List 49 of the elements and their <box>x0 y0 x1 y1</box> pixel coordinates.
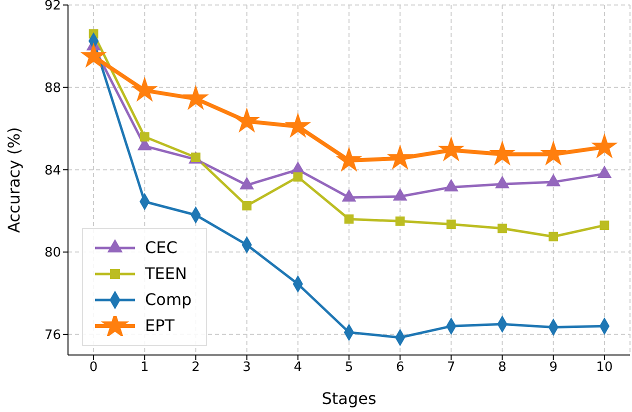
point <box>438 137 464 161</box>
legend-label: Comp <box>145 289 192 311</box>
y-tick-label: 84 <box>44 163 61 178</box>
point <box>336 148 362 171</box>
point <box>393 188 407 201</box>
y-tick-label: 80 <box>44 246 61 261</box>
x-tick-label: 5 <box>344 360 354 376</box>
legend-label: TEEN <box>145 263 187 285</box>
point <box>286 114 310 137</box>
x-tick-label: 3 <box>242 360 251 376</box>
x-tick-label: 4 <box>294 360 302 376</box>
point <box>395 216 405 226</box>
point <box>541 141 566 165</box>
point <box>548 232 558 242</box>
x-tick-label: 2 <box>192 360 200 376</box>
point <box>388 146 412 169</box>
y-tick-label: 76 <box>44 328 61 344</box>
point <box>490 141 514 165</box>
point <box>234 108 260 132</box>
x-tick-label: 0 <box>89 360 98 376</box>
point <box>546 174 560 186</box>
point <box>132 78 157 101</box>
y-axis-title: Accuracy (%) <box>4 127 24 233</box>
point <box>498 224 507 234</box>
legend-label: EPT <box>145 315 175 337</box>
point <box>444 179 458 192</box>
point <box>242 201 252 210</box>
point <box>140 132 150 142</box>
point <box>344 214 354 224</box>
x-tick-label: 7 <box>447 360 456 376</box>
y-tick-label: 88 <box>44 80 61 96</box>
point <box>184 86 208 110</box>
point <box>495 176 510 188</box>
point <box>446 220 456 229</box>
x-axis-title: Stages <box>322 389 376 408</box>
x-tick-label: 8 <box>498 360 506 376</box>
x-tick-label: 10 <box>596 360 613 376</box>
point <box>598 166 612 178</box>
point <box>293 172 303 182</box>
point <box>600 220 610 230</box>
x-tick-label: 9 <box>549 360 558 376</box>
point <box>592 134 617 158</box>
legend-label: CEC <box>145 237 178 259</box>
x-tick-label: 6 <box>396 360 404 376</box>
point <box>81 44 106 67</box>
point <box>240 177 254 190</box>
y-tick-label: 92 <box>44 0 61 14</box>
x-tick-label: 1 <box>140 360 149 376</box>
point <box>342 190 356 202</box>
